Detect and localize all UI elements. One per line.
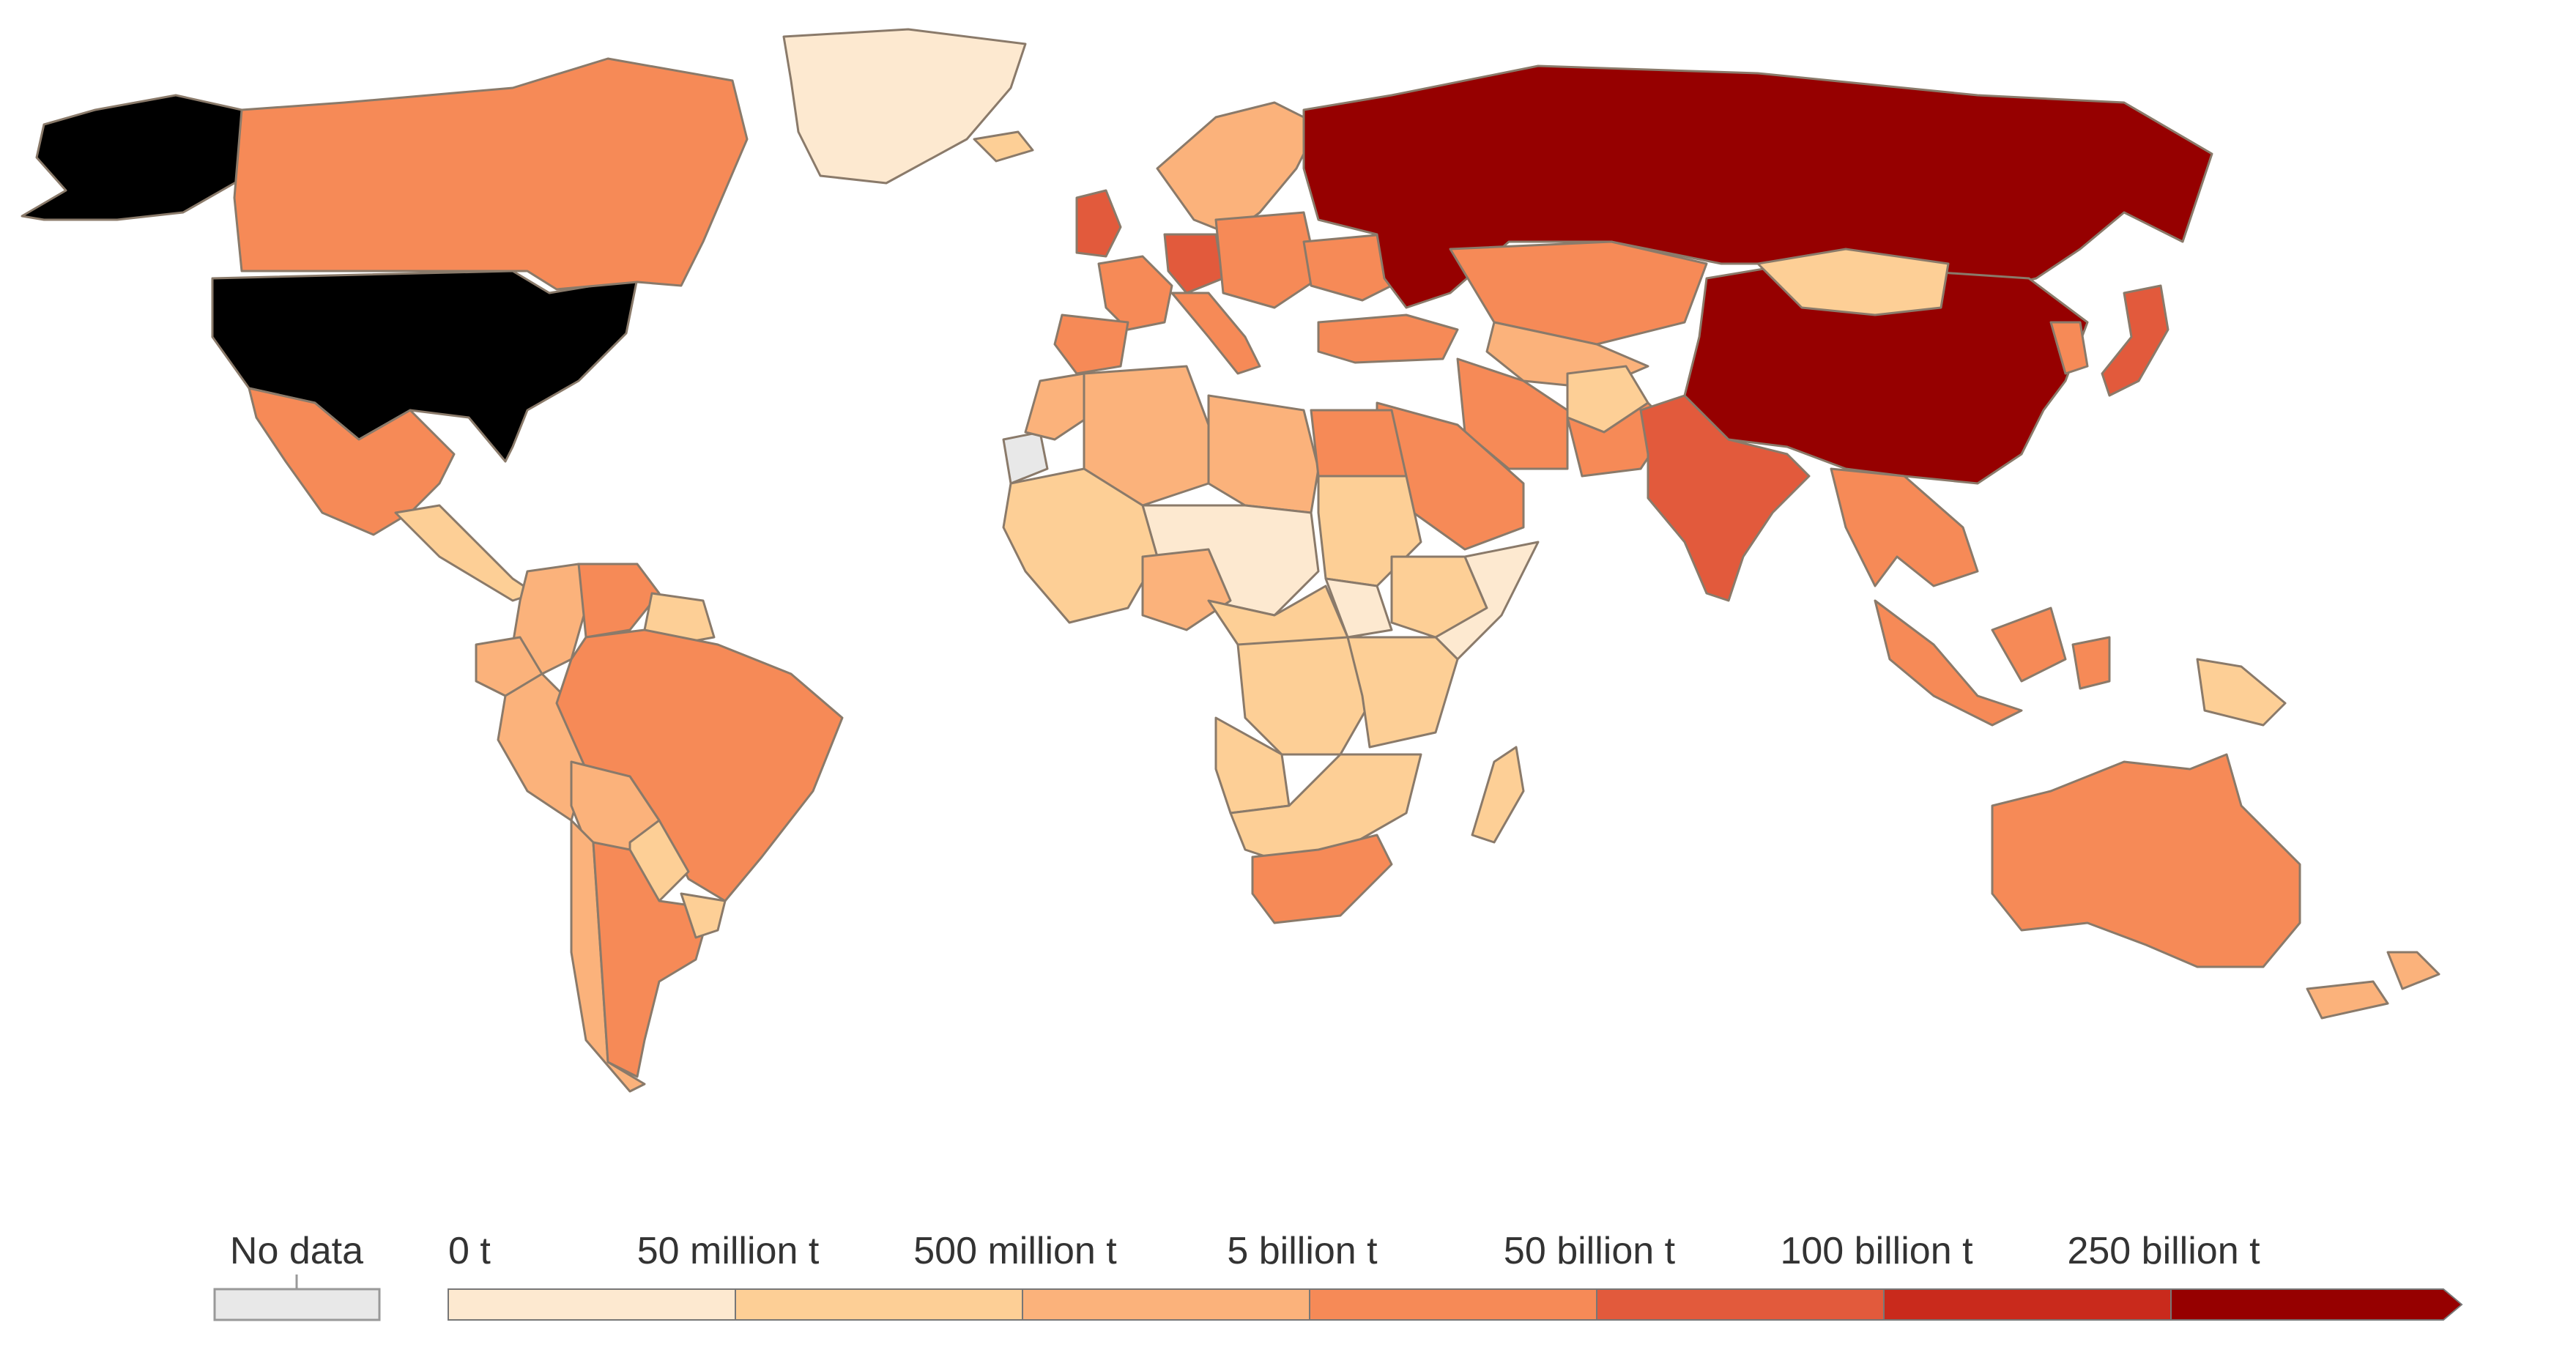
country-morocco[interactable]: Morocco — [1024, 372, 1100, 441]
country-mexico[interactable]: Mexico — [248, 387, 456, 536]
legend-tick-label-3: 5 billion t — [1227, 1230, 1378, 1272]
country-east-africa[interactable]: East Africa — [1346, 636, 1459, 749]
legend: No data 0 t 50 million t 500 million t 5 bi… — [213, 1230, 2463, 1321]
country-southeast-asia[interactable]: Southeast Asia — [1830, 467, 1979, 587]
country-mongolia[interactable]: Mongolia — [1756, 248, 1950, 316]
country-south-africa[interactable]: South Africa — [1251, 834, 1393, 924]
legend-tick-label-4: 50 billion t — [1504, 1230, 1676, 1272]
country-france[interactable]: France — [1097, 255, 1173, 331]
country-madagascar[interactable]: Madagascar — [1471, 746, 1525, 844]
legend-bin-2 — [1022, 1288, 1310, 1321]
country-turkey[interactable]: Turkey — [1317, 313, 1459, 364]
country-layer: Alaska (United States) United States Can… — [21, 28, 2440, 1093]
legend-no-data-label: No data — [230, 1230, 363, 1272]
country-australia[interactable]: Australia — [1991, 753, 2301, 968]
country-argentina[interactable]: Argentina — [592, 841, 712, 1078]
legend-color-scale — [448, 1288, 2463, 1321]
legend-tick-labels: 0 t 50 million t 500 million t 5 billion t 5… — [448, 1230, 2260, 1272]
country-egypt[interactable]: Egypt — [1310, 409, 1408, 478]
country-scandinavia[interactable]: Scandinavia — [1156, 101, 1320, 236]
legend-bin-6 — [2170, 1288, 2463, 1321]
country-canada[interactable]: Canada — [233, 57, 749, 291]
country-venezuela[interactable]: Venezuela — [577, 563, 661, 639]
legend-no-data-swatch — [213, 1288, 381, 1321]
country-spain[interactable]: Spain — [1053, 313, 1129, 375]
country-western-sahara[interactable]: Western Sahara — [1002, 431, 1049, 485]
legend-tick-label-1: 50 million t — [637, 1230, 820, 1272]
country-uk[interactable]: United Kingdom — [1075, 189, 1122, 258]
country-uruguay[interactable]: Uruguay — [680, 892, 727, 939]
country-iceland[interactable]: Iceland — [973, 130, 1034, 163]
country-west-africa[interactable]: West Africa — [1002, 467, 1159, 624]
country-southern-africa[interactable]: Southern Africa — [1229, 753, 1422, 866]
legend-bin-0 — [448, 1288, 736, 1321]
legend-bin-5 — [1883, 1288, 2172, 1321]
country-italy[interactable]: Italy — [1170, 292, 1261, 375]
country-greenland[interactable]: Greenland — [782, 28, 1027, 185]
country-japan[interactable]: Japan — [2101, 284, 2169, 397]
country-central-europe[interactable]: Central Europe — [1214, 211, 1320, 309]
country-algeria[interactable]: Algeria — [1083, 365, 1210, 507]
legend-tick-label-5: 100 billion t — [1780, 1230, 1973, 1272]
legend-tick-label-2: 500 million t — [913, 1230, 1117, 1272]
legend-tick-label-6: 250 billion t — [2067, 1230, 2260, 1272]
legend-tick-label-0: 0 t — [448, 1230, 491, 1272]
country-nigeria[interactable]: Nigeria — [1141, 548, 1232, 631]
country-papua-new-guinea[interactable]: Papua New Guinea — [2196, 658, 2287, 727]
country-alaska[interactable]: Alaska (United States) — [21, 94, 294, 221]
legend-bin-3 — [1309, 1288, 1597, 1321]
country-korea[interactable]: Korea — [2049, 321, 2089, 375]
country-germany[interactable]: Germany — [1163, 233, 1225, 294]
legend-bin-4 — [1596, 1288, 1885, 1321]
legend-bin-1 — [735, 1288, 1023, 1321]
country-indonesia[interactable]: Indonesia — [1874, 599, 2111, 727]
country-new-zealand[interactable]: New Zealand — [2306, 951, 2440, 1020]
